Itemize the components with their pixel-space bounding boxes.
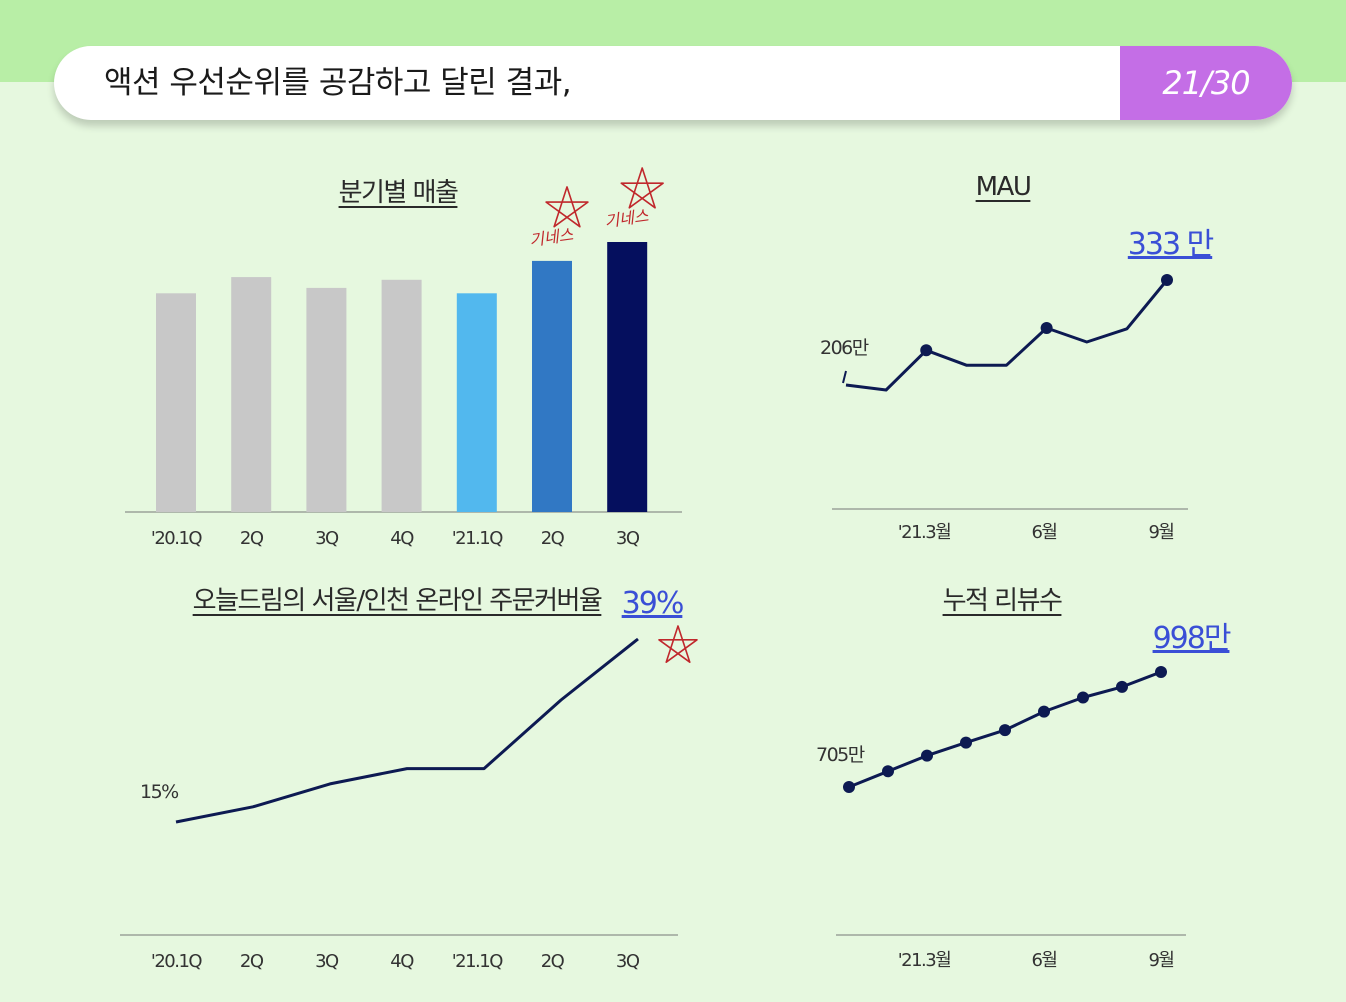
coverage-tick-label: 4Q — [390, 951, 414, 972]
revenue-tick-label: 3Q — [315, 528, 339, 549]
coverage-line — [175, 637, 639, 824]
star-icon — [620, 167, 664, 209]
mau-tick-label: 6월 — [1031, 522, 1056, 543]
reviews-end-label: 998만 — [1153, 621, 1231, 656]
star-icon — [545, 186, 589, 228]
coverage-end-label: 39% — [622, 586, 683, 621]
header-bar: 액션 우선순위를 공감하고 달린 결과, 21/30 — [54, 46, 1292, 120]
mau-end-label: 333 만 — [1128, 227, 1214, 262]
revenue-note-label: 기네스 — [528, 225, 575, 250]
revenue-tick-label: 2Q — [240, 528, 264, 549]
revenue-tick-label: 3Q — [616, 528, 640, 549]
coverage-tick-label: 3Q — [315, 951, 339, 972]
coverage-tick-label: 2Q — [240, 951, 264, 972]
reviews-start-label: 705만 — [816, 744, 865, 766]
coverage-tick-label: '21.1Q — [452, 951, 504, 972]
mau-point — [1161, 274, 1173, 286]
revenue-note-label: 기네스 — [603, 206, 650, 231]
mau-tick-label: '21.3월 — [898, 522, 951, 543]
reviews-point — [1077, 691, 1089, 704]
mau-start-label: 206만 — [820, 337, 869, 359]
coverage-chart-title: 오늘드림의 서울/인천 온라인 주문커버율 — [192, 586, 603, 616]
page-counter: 21/30 — [1120, 46, 1292, 120]
revenue-chart-title: 분기별 매출 — [338, 178, 459, 208]
reviews-point — [999, 724, 1011, 737]
reviews-point — [1155, 666, 1167, 678]
reviews-point — [1038, 705, 1050, 718]
reviews-tick-label: '21.3월 — [898, 950, 951, 971]
reviews-tick-label: 6월 — [1031, 950, 1056, 971]
mau-chart-title: MAU — [975, 172, 1032, 202]
coverage-tick-label: '20.1Q — [151, 951, 203, 972]
mau-start-tick — [842, 370, 847, 384]
coverage-tick-label: 3Q — [616, 951, 640, 972]
revenue-bar — [532, 260, 572, 512]
reviews-point — [921, 749, 933, 762]
revenue-bar — [456, 293, 497, 512]
coverage-tick-label: 2Q — [541, 951, 565, 972]
revenue-bar — [381, 279, 422, 512]
mau-point — [920, 344, 933, 357]
mau-line — [845, 279, 1169, 392]
coverage-start-label: 15% — [140, 781, 178, 803]
reviews-point — [960, 736, 972, 749]
revenue-tick-label: 4Q — [390, 528, 414, 549]
revenue-tick-label: '21.1Q — [452, 528, 504, 549]
reviews-point — [1116, 680, 1128, 693]
reviews-point — [882, 765, 894, 778]
mau-point — [1040, 321, 1053, 334]
reviews-point — [843, 781, 855, 793]
reviews-chart-title: 누적 리뷰수 — [942, 586, 1063, 616]
reviews-tick-label: 9월 — [1148, 950, 1173, 971]
revenue-tick-label: '20.1Q — [151, 528, 203, 549]
mau-tick-label: 9월 — [1148, 522, 1173, 543]
revenue-tick-label: 2Q — [541, 528, 565, 549]
star-icon — [658, 625, 698, 664]
revenue-bar — [156, 293, 196, 512]
revenue-bar — [607, 242, 648, 512]
revenue-bar — [306, 287, 347, 512]
page-title: 액션 우선순위를 공감하고 달린 결과, — [104, 65, 572, 101]
revenue-bar — [231, 277, 272, 512]
